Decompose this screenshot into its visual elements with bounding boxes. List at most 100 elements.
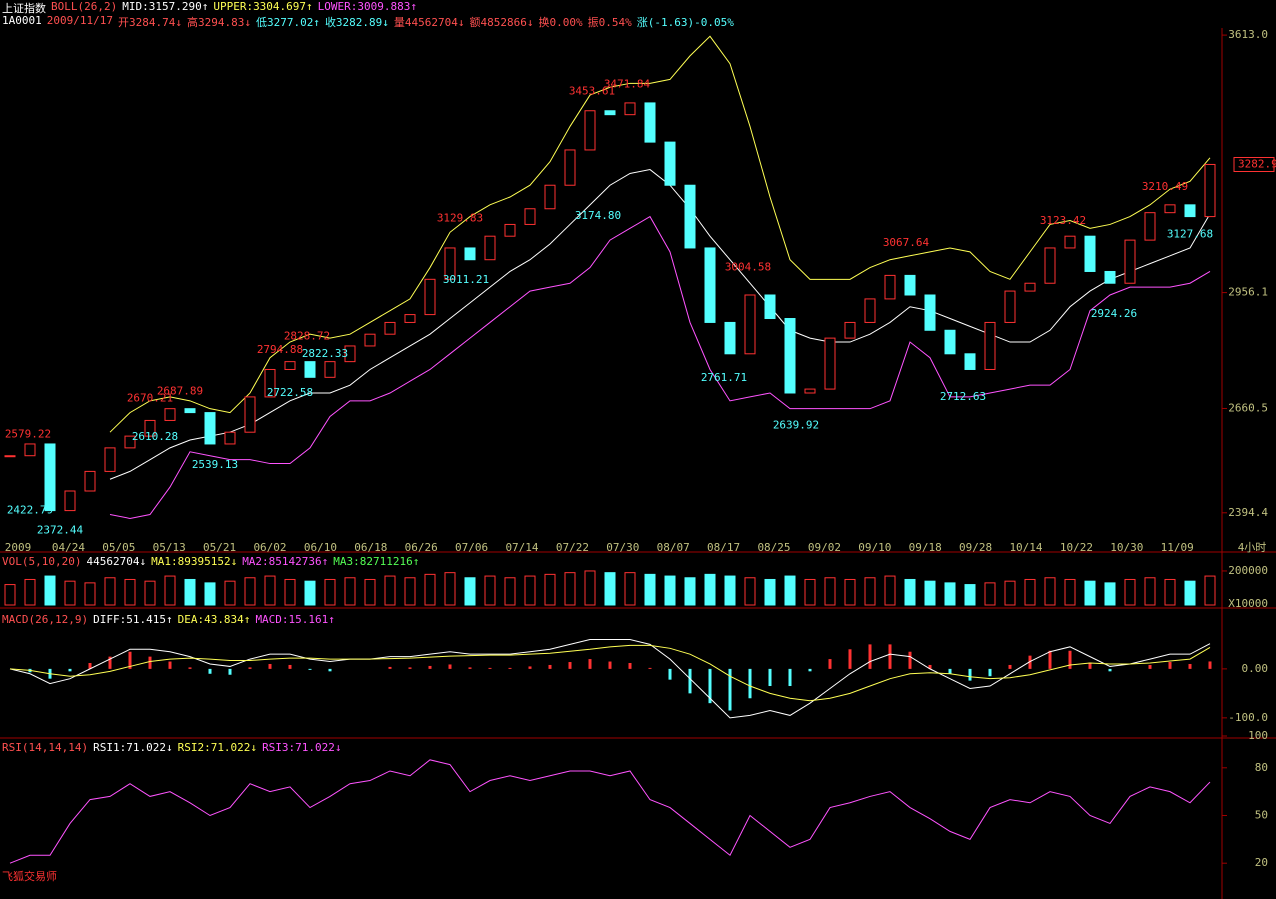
candle <box>644 102 656 143</box>
rsi-title: RSI(14,14,14) <box>2 741 89 754</box>
macd-header: MACD(26,12,9) DIFF:51.415↑ DEA:43.834↑ M… <box>2 613 335 626</box>
y-tick-label: 2660.5 <box>1228 401 1268 414</box>
candle <box>984 321 996 370</box>
annotation: 3067.64 <box>883 236 930 249</box>
candle <box>244 396 256 433</box>
candle <box>84 470 96 492</box>
candle <box>324 361 336 378</box>
volume-bar <box>804 578 816 606</box>
volume-bar <box>144 580 156 606</box>
volume-bar <box>284 578 296 606</box>
quote: 1A0001 2009/11/17 开3284.74↓ 高3294.83↓ 低3… <box>2 14 734 30</box>
candle <box>964 353 976 370</box>
volume-bar <box>584 570 596 606</box>
annotation: 3129.83 <box>437 212 483 225</box>
volume-bar <box>904 578 916 606</box>
annotation: 2687.89 <box>157 385 203 398</box>
candle <box>444 247 456 280</box>
period: 4小时 <box>1238 541 1267 554</box>
last-price: 3282.9 <box>1238 157 1276 170</box>
candle <box>904 274 916 296</box>
x-tick-label: 08/07 <box>657 541 690 554</box>
candle <box>584 110 596 151</box>
volume-bar <box>664 575 676 606</box>
x-tick-label: 09/10 <box>858 541 891 554</box>
volume-bar <box>124 578 136 606</box>
vol-legend: 44562704↓ <box>86 555 147 568</box>
annotation: 2372.44 <box>37 523 84 536</box>
candle <box>404 314 416 323</box>
volume-bar <box>1144 577 1156 606</box>
lower: LOWER:3009.883↑ <box>317 0 418 13</box>
x-tick-label: 08/17 <box>707 541 740 554</box>
candle <box>44 443 56 512</box>
annotation: 2722.58 <box>267 386 313 399</box>
volume-bar <box>104 577 116 606</box>
x-tick-label: 07/30 <box>606 541 639 554</box>
volume-bar <box>44 575 56 606</box>
candle <box>264 368 276 398</box>
low: 低3277.02↑ <box>255 16 320 29</box>
volume-bar <box>964 584 976 606</box>
volume-bar <box>744 577 756 606</box>
candle <box>344 345 356 363</box>
annotation: 2822.33 <box>302 347 348 360</box>
x-tick-label: 06/02 <box>253 541 286 554</box>
title: 上证指数 <box>2 2 46 15</box>
candle <box>1064 235 1076 249</box>
annotation: 3004.58 <box>725 261 771 274</box>
rsi-header: RSI(14,14,14) RSI1:71.022↓ RSI2:71.022↓ … <box>2 741 342 754</box>
annotation: 2712.63 <box>940 390 986 403</box>
candle <box>724 321 736 355</box>
candle <box>784 318 796 394</box>
candle <box>504 223 516 237</box>
candle <box>484 235 496 261</box>
y-tick-label: 0.00 <box>1242 662 1269 675</box>
candle <box>164 408 176 421</box>
candle <box>1144 212 1156 241</box>
x-tick-label: 07/14 <box>505 541 538 554</box>
y-tick-label: 3613.0 <box>1228 28 1268 41</box>
candle <box>684 184 696 249</box>
x-tick-label: 10/14 <box>1009 541 1042 554</box>
volume-bar <box>364 578 376 606</box>
volume-bar <box>1164 578 1176 606</box>
volume-bar <box>1124 578 1136 606</box>
vol-legend: MA1:89395152↓ <box>151 555 238 568</box>
change: 涨(-1.63)-0.05% <box>636 16 734 29</box>
candle <box>1184 204 1196 218</box>
x-tick-label: 09/28 <box>959 541 992 554</box>
annotation: 3011.21 <box>443 273 489 286</box>
x-tick-label: 09/02 <box>808 541 841 554</box>
code: 1A0001 <box>2 14 42 27</box>
candle <box>924 294 936 331</box>
candle <box>1084 235 1096 272</box>
volume-bar <box>624 572 636 606</box>
volume-bar <box>544 573 556 606</box>
candle <box>104 447 116 472</box>
candle <box>64 490 76 512</box>
rsi-legend: RSI2:71.022↓ <box>177 741 258 754</box>
volume-bar <box>1104 582 1116 606</box>
volume-bar <box>1044 577 1056 606</box>
volume-bar <box>384 575 396 606</box>
candle <box>544 184 556 210</box>
annotation: 2794.88 <box>257 343 303 356</box>
annotation: 3453.61 <box>569 85 615 98</box>
macd-legend: DEA:43.834↑ <box>177 613 251 626</box>
annotation: 3174.80 <box>575 209 621 222</box>
annotation: 2670.21 <box>127 392 173 405</box>
volume-bar <box>1184 580 1196 606</box>
candle <box>284 361 296 370</box>
candle <box>304 361 316 378</box>
volume-bar <box>24 578 36 606</box>
x-tick-label: 11/09 <box>1161 541 1194 554</box>
candle <box>824 337 836 390</box>
vol-legend: MA2:85142736↑ <box>242 555 329 568</box>
volume-bar <box>844 578 856 606</box>
rsi-legend: RSI1:71.022↓ <box>93 741 173 754</box>
volume-bar <box>304 580 316 606</box>
candle <box>564 149 576 186</box>
macd-title: MACD(26,12,9) <box>2 613 89 626</box>
